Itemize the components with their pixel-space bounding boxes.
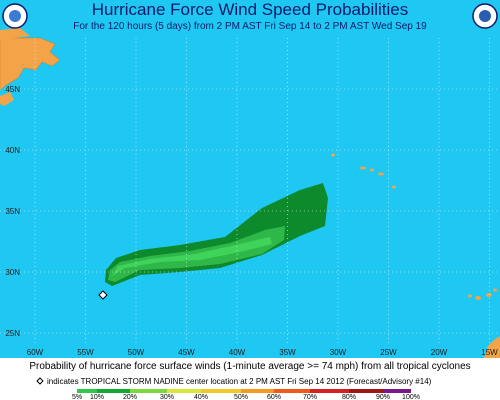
lon-label: 25W (380, 348, 397, 357)
scale-swatch (383, 389, 411, 393)
scale-label: 100% (402, 394, 420, 400)
grid: 45N 40N 35N 30N 25N 60W 55W 50W 45W 40W 35W 30W 25W 2… (0, 38, 500, 357)
scale-label: 30% (160, 394, 174, 400)
land (484, 336, 500, 358)
subtitle: For the 120 hours (5 days) from 2 PM AST… (73, 21, 427, 32)
color-scale: 5% 10% 20% 30% 40% 50% 60% 70% 80% 90% 100% (72, 389, 420, 400)
land (0, 28, 30, 40)
lon-label: 20W (431, 348, 448, 357)
scale-swatch (241, 389, 274, 393)
footer-description: Probability of hurricane force surface w… (29, 361, 470, 372)
scale-swatch (130, 389, 167, 393)
title: Hurricane Force Wind Speed Probabilities (92, 0, 409, 19)
lon-label: 35W (279, 348, 296, 357)
scale-label: 40% (194, 394, 208, 400)
logo (9, 10, 21, 22)
scale-label: 50% (234, 394, 248, 400)
scale-label: 60% (267, 394, 281, 400)
lon-label: 55W (77, 348, 94, 357)
scale-swatch (201, 389, 241, 393)
lat-label: 30N (5, 268, 20, 277)
lon-label: 30W (330, 348, 347, 357)
scale-swatch (97, 389, 130, 393)
lon-label: 40W (229, 348, 246, 357)
lat-label: 25N (5, 329, 20, 338)
scale-swatch (349, 389, 383, 393)
islands (331, 153, 497, 300)
land (0, 92, 14, 106)
storm-marker (98, 290, 108, 300)
land (0, 37, 61, 91)
marker-key (36, 377, 44, 385)
scale-swatch (167, 389, 201, 393)
lon-label: 15W (481, 348, 498, 357)
footer-marker-note: indicates TROPICAL STORM NADINE center l… (47, 377, 432, 386)
scale-label: 10% (90, 394, 104, 400)
lon-label: 50W (128, 348, 145, 357)
scale-label: 20% (123, 394, 137, 400)
lat-label: 35N (5, 207, 20, 216)
scale-swatch (310, 389, 349, 393)
scale-label: 70% (303, 394, 317, 400)
scale-swatch (77, 389, 97, 393)
scale-swatch (274, 389, 310, 393)
lat-label: 40N (5, 146, 20, 155)
ocean (0, 0, 500, 358)
lon-label: 45W (178, 348, 195, 357)
lat-label: 45N (5, 85, 20, 94)
lon-label: 60W (27, 348, 44, 357)
scale-label: 90% (376, 394, 390, 400)
prob-swath-inner (112, 237, 272, 276)
scale-label: 5% (72, 394, 82, 400)
scale-label: 80% (342, 394, 356, 400)
logo (479, 10, 491, 22)
